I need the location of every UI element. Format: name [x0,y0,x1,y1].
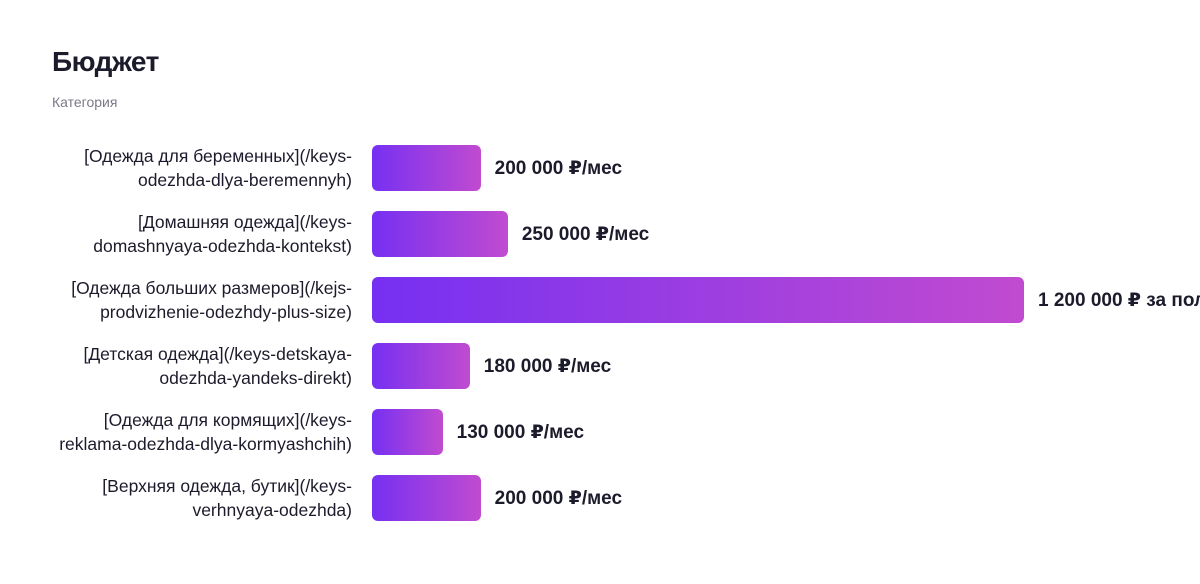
bar-row: [Детская одежда](/keys-detskaya-odezhda-… [52,342,1200,390]
value-label: 200 000 ₽/мес [494,487,623,509]
chart-title: Бюджет [52,46,159,77]
value-label: 200 000 ₽/мес [494,157,623,179]
bar-row: [Верхняя одежда, бутик](/keys-verhnyaya-… [52,474,1200,522]
bar [372,211,508,257]
value-label: 130 000 ₽/мес [456,421,585,443]
bar [372,343,470,389]
bar-rows: [Одежда для беременных](/keys-odezhda-dl… [52,144,1200,522]
bar [372,145,481,191]
bar-row: [Домашняя одежда](/keys-domashnyaya-odez… [52,210,1200,258]
category-label: [Одежда для кормящих](/keys-reklama-odez… [59,410,352,454]
category-label: [Верхняя одежда, бутик](/keys-verhnyaya-… [102,476,352,520]
bar-row: [Одежда для беременных](/keys-odezhda-dl… [52,144,1200,192]
category-label: [Домашняя одежда](/keys-domashnyaya-odez… [93,212,352,256]
value-label: 250 000 ₽/мес [521,223,650,245]
bar [372,277,1024,323]
value-label: 180 000 ₽/мес [483,355,612,377]
bar-row: [Одежда для кормящих](/keys-reklama-odez… [52,408,1200,456]
chart-subtitle: Категория [52,94,118,110]
category-label: [Одежда для беременных](/keys-odezhda-dl… [84,146,352,190]
category-label: [Детская одежда](/keys-detskaya-odezhda-… [83,344,352,388]
bar [372,409,443,455]
category-label: [Одежда больших размеров](/kejs-prodvizh… [71,278,352,322]
bar-row: [Одежда больших размеров](/kejs-prodvizh… [52,276,1200,324]
bar [372,475,481,521]
value-label: 1 200 000 ₽ за полгода [1038,289,1200,311]
